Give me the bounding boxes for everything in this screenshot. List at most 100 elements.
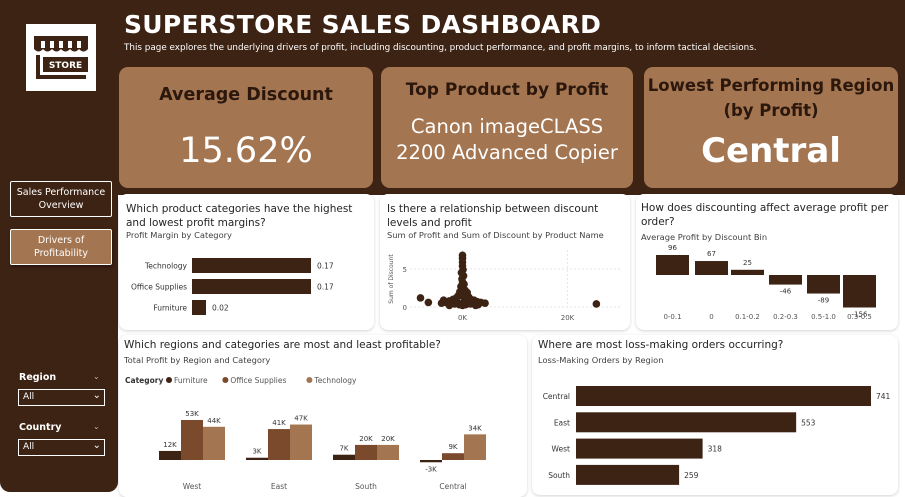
- data-label: 3K: [252, 448, 261, 456]
- category-label: West: [183, 482, 201, 491]
- scatter-point: [417, 294, 425, 302]
- legend-label: Technology: [313, 376, 357, 385]
- data-label: 12K: [163, 441, 177, 449]
- category-label: 0.2-0.3: [773, 313, 798, 321]
- category-label: South: [355, 482, 377, 491]
- category-label: West: [552, 445, 570, 454]
- x-tick-label: 0K: [458, 314, 467, 322]
- category-label: East: [554, 418, 570, 427]
- bar: [807, 275, 840, 294]
- discount-bin-chart: 960-0.1670250.1-0.2-460.2-0.3-890.5-1.0-…: [636, 194, 898, 330]
- region-filter-label: Region: [19, 372, 56, 383]
- page-subtitle: This page explores the underlying driver…: [124, 43, 757, 53]
- bar: [268, 429, 290, 460]
- store-icon: STORE: [26, 24, 96, 91]
- scatter-point: [446, 302, 454, 310]
- bar: [246, 458, 268, 460]
- category-label: 0: [709, 313, 713, 321]
- kpi-title: Top Product by Profit: [381, 80, 633, 100]
- legend-marker: [222, 377, 228, 383]
- country-filter-label: Country: [19, 422, 61, 433]
- kpi-value: Central: [644, 131, 898, 171]
- profit-margin-chart: Technology 0.17 Office Supplies 0.17 Furnitu…: [119, 194, 374, 330]
- legend-marker: [306, 377, 312, 383]
- profit-margin-card[interactable]: Which product categories have the highes…: [119, 194, 374, 330]
- x-tick-label: 20K: [561, 314, 575, 322]
- nav-drivers-profitability-button[interactable]: Drivers of Profitability: [10, 229, 112, 265]
- bar: [377, 445, 399, 460]
- region-filter-dropdown[interactable]: All ⌄: [18, 389, 105, 406]
- bar: [355, 445, 377, 460]
- bar: [769, 275, 802, 285]
- data-label: 0.17: [317, 262, 334, 271]
- legend-title: Category: [125, 376, 163, 385]
- category-label: Central: [543, 392, 570, 401]
- data-label: 25: [743, 259, 752, 267]
- data-label: 53K: [185, 410, 199, 418]
- bar: [420, 460, 442, 462]
- bar: [464, 434, 486, 460]
- data-label: 67: [707, 250, 716, 258]
- region-category-chart: Category Furniture Office Supplies Technolo…: [119, 335, 527, 497]
- country-filter-value: All: [23, 442, 34, 452]
- data-label: 7K: [339, 445, 348, 453]
- data-label: 20K: [359, 435, 373, 443]
- scatter-point: [474, 301, 482, 309]
- kpi-value-line2: 2200 Advanced Copier: [381, 141, 633, 164]
- y-tick-label: 0: [403, 304, 407, 312]
- bar: [181, 420, 203, 460]
- scatter-point: [463, 289, 471, 297]
- data-label: 20K: [381, 435, 395, 443]
- discount-profit-scatter-chart: 0 5 0K 20K Sum of Discount: [380, 194, 630, 330]
- data-label: -46: [780, 288, 792, 296]
- bar: [203, 427, 225, 460]
- data-label: 34K: [468, 424, 482, 432]
- y-axis-label: Sum of Discount: [388, 254, 395, 304]
- kpi-average-discount: Average Discount 15.62%: [119, 67, 373, 188]
- loss-orders-chart: Central 741East 553West 318South 259: [532, 335, 898, 495]
- category-label: 0.3-0.5: [847, 313, 872, 321]
- region-category-card[interactable]: Which regions and categories are most an…: [119, 335, 527, 497]
- category-label: 0.5-1.0: [811, 313, 836, 321]
- country-filter-dropdown[interactable]: All ⌄: [18, 439, 105, 456]
- store-logo: STORE: [26, 24, 96, 91]
- discount-bin-card[interactable]: How does discounting affect average prof…: [636, 194, 898, 330]
- loss-orders-card[interactable]: Where are most loss-making orders occurr…: [532, 335, 898, 495]
- data-label: 553: [801, 418, 816, 427]
- legend-label: Office Supplies: [230, 376, 286, 385]
- scatter-point: [593, 300, 601, 308]
- category-label: Central: [439, 482, 466, 491]
- bar: [576, 386, 871, 406]
- bar: [695, 261, 728, 275]
- scatter-point: [454, 299, 462, 307]
- chevron-down-icon[interactable]: ⌄: [93, 422, 100, 431]
- kpi-lowest-region: Lowest Performing Region (by Profit) Cen…: [644, 67, 898, 188]
- scatter-point: [481, 299, 489, 307]
- data-label: 0.02: [212, 304, 229, 313]
- kpi-title: Average Discount: [119, 85, 373, 105]
- bar: [159, 451, 181, 460]
- bar: [442, 453, 464, 460]
- data-label: 259: [684, 471, 699, 480]
- scatter-point: [425, 299, 433, 307]
- bar: [192, 300, 206, 315]
- data-label: -89: [818, 297, 829, 305]
- discount-profit-scatter-card[interactable]: Is there a relationship between discount…: [380, 194, 630, 330]
- scatter-point: [440, 296, 448, 304]
- chevron-down-icon[interactable]: ⌄: [93, 372, 100, 381]
- bar: [576, 412, 796, 432]
- bar: [333, 455, 355, 460]
- data-label: 96: [668, 244, 677, 252]
- scatter-point: [461, 297, 469, 305]
- legend-marker: [166, 377, 172, 383]
- category-label: Office Supplies: [131, 283, 187, 292]
- category-label: 0-0.1: [663, 313, 681, 321]
- logo-text: STORE: [49, 61, 82, 71]
- kpi-title-line2: (by Profit): [644, 101, 898, 120]
- data-label: 741: [876, 392, 891, 401]
- bar: [576, 439, 703, 459]
- y-tick-label: 5: [403, 266, 407, 274]
- kpi-value-line1: Canon imageCLASS: [381, 115, 633, 138]
- nav-sales-performance-button[interactable]: Sales Performance Overview: [10, 181, 112, 217]
- data-label: 318: [708, 445, 723, 454]
